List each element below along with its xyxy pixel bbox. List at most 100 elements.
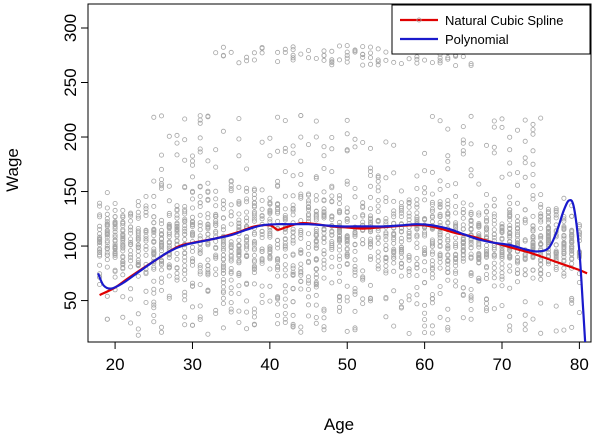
data-point bbox=[313, 320, 319, 326]
data-point bbox=[336, 253, 342, 259]
data-point bbox=[329, 146, 335, 152]
data-point bbox=[305, 280, 311, 286]
data-point bbox=[367, 165, 373, 171]
data-point bbox=[360, 200, 366, 206]
data-point bbox=[282, 206, 288, 212]
data-point bbox=[282, 319, 288, 325]
data-point bbox=[561, 270, 567, 276]
data-point bbox=[453, 270, 459, 276]
data-point bbox=[298, 249, 304, 255]
data-point bbox=[329, 241, 335, 247]
data-point bbox=[143, 228, 149, 234]
data-point bbox=[305, 48, 311, 54]
data-point bbox=[445, 306, 451, 312]
data-point bbox=[182, 116, 188, 122]
data-point bbox=[491, 306, 497, 312]
data-point bbox=[522, 207, 528, 213]
data-point bbox=[344, 181, 350, 187]
data-point bbox=[112, 232, 118, 238]
data-point bbox=[538, 192, 544, 198]
data-point bbox=[414, 56, 420, 62]
data-point bbox=[483, 227, 489, 233]
data-point bbox=[321, 327, 327, 333]
data-point bbox=[166, 273, 172, 279]
data-point bbox=[476, 222, 482, 228]
data-point bbox=[244, 246, 250, 252]
data-point bbox=[437, 60, 443, 66]
data-point bbox=[298, 270, 304, 276]
data-point bbox=[367, 254, 373, 260]
data-point bbox=[120, 248, 126, 254]
data-point bbox=[352, 327, 358, 333]
data-point bbox=[259, 213, 265, 219]
data-point bbox=[290, 312, 296, 318]
data-point bbox=[135, 215, 141, 221]
data-point bbox=[267, 283, 273, 289]
data-point bbox=[251, 211, 257, 217]
data-point bbox=[422, 259, 428, 265]
data-point bbox=[282, 243, 288, 249]
data-point bbox=[530, 236, 536, 242]
data-point bbox=[197, 227, 203, 233]
data-point bbox=[460, 200, 466, 206]
data-point bbox=[453, 193, 459, 199]
data-point bbox=[437, 231, 443, 237]
data-point bbox=[313, 217, 319, 223]
data-point bbox=[375, 178, 381, 184]
data-point bbox=[104, 230, 110, 236]
data-point bbox=[158, 227, 164, 233]
data-point bbox=[569, 251, 575, 257]
data-point bbox=[298, 193, 304, 199]
data-point bbox=[143, 252, 149, 258]
data-point bbox=[491, 254, 497, 260]
data-point bbox=[422, 330, 428, 336]
data-point bbox=[244, 326, 250, 332]
data-point bbox=[298, 329, 304, 335]
data-point bbox=[104, 211, 110, 217]
data-point bbox=[321, 275, 327, 281]
data-point bbox=[445, 126, 451, 132]
data-point bbox=[182, 322, 188, 328]
data-point bbox=[437, 283, 443, 289]
data-point bbox=[507, 255, 513, 261]
y-tick-label: 300 bbox=[61, 14, 80, 42]
data-point bbox=[499, 248, 505, 254]
data-point bbox=[553, 264, 559, 270]
data-point bbox=[507, 248, 513, 254]
data-point bbox=[151, 229, 157, 235]
data-point bbox=[120, 212, 126, 218]
data-point bbox=[174, 226, 180, 232]
data-point bbox=[406, 257, 412, 263]
data-point bbox=[143, 229, 149, 235]
data-point bbox=[197, 135, 203, 141]
data-point bbox=[553, 267, 559, 273]
data-point bbox=[445, 56, 451, 62]
data-point bbox=[329, 254, 335, 260]
data-point bbox=[545, 214, 551, 220]
data-point bbox=[112, 207, 118, 213]
data-point bbox=[367, 215, 373, 221]
data-point bbox=[213, 230, 219, 236]
data-point bbox=[530, 267, 536, 273]
data-point bbox=[282, 149, 288, 155]
data-point bbox=[545, 271, 551, 277]
data-point bbox=[406, 254, 412, 260]
data-point bbox=[336, 294, 342, 300]
data-point bbox=[228, 265, 234, 271]
data-point bbox=[352, 232, 358, 238]
data-point bbox=[189, 219, 195, 225]
data-point bbox=[97, 249, 103, 255]
data-point bbox=[251, 50, 257, 56]
data-point bbox=[414, 185, 420, 191]
data-point bbox=[228, 290, 234, 296]
data-point bbox=[313, 118, 319, 124]
data-point bbox=[460, 137, 466, 143]
data-point bbox=[437, 55, 443, 61]
data-point bbox=[282, 283, 288, 289]
data-point bbox=[205, 242, 211, 248]
data-point bbox=[104, 219, 110, 225]
data-point bbox=[398, 188, 404, 194]
data-point bbox=[135, 203, 141, 209]
data-point bbox=[336, 278, 342, 284]
data-point bbox=[414, 261, 420, 267]
